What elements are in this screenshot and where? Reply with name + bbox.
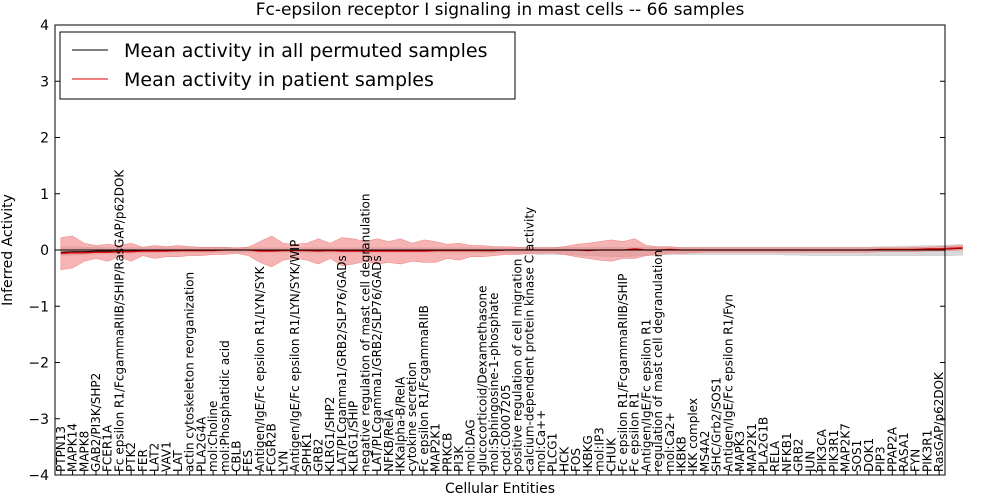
legend-box (59, 31, 516, 100)
x-tick-label: cytokine secretion (405, 362, 419, 472)
x-tick-label: PLCG1 (546, 433, 560, 472)
x-tick-label: actin cytoskeleton reorganization (183, 272, 197, 472)
x-tick-label: MAP2K1 (745, 423, 759, 472)
x-tick-label: GRB2 (311, 438, 325, 472)
x-tick-label: SPHK1 (300, 433, 314, 472)
x-tick-label: PRKCB (440, 433, 454, 472)
x-tick-label: PIK3R1 (920, 430, 934, 472)
y-tick-label: −4 (28, 468, 49, 484)
x-tick-label: MAP2K1 (429, 423, 443, 472)
x-tick-label: CBLB (230, 440, 244, 472)
x-tick-label: FOS (569, 448, 583, 472)
x-tick-label: CHUK (604, 437, 618, 472)
x-tick-label: FCER1A (101, 424, 115, 472)
x-tick-label: PLA2G1B (756, 417, 770, 472)
x-tick-label: PI3K (452, 445, 466, 472)
y-tick-label: 0 (40, 243, 49, 259)
y-tick-label: 4 (40, 18, 49, 34)
x-tick-label: MAP2K7 (838, 423, 852, 472)
x-tick-label: Fc epsilon R1/FcgammaRIIB/SHIP (616, 274, 630, 472)
x-tick-label: SHC/Grb2/SOS1 (710, 377, 724, 472)
x-tick-label: positive regulation of cell migration (511, 259, 525, 472)
x-tick-label: SOS1 (850, 440, 864, 472)
x-tick-label: Antigen/IgE/Fc epsilon R1/LYN/SYK/WIP (288, 240, 302, 472)
x-tick-label: Antigen/IgE/Fc epsilon R1/Fyn (721, 294, 735, 472)
x-tick-label: MAPK14 (66, 423, 80, 472)
x-tick-label: LAT/PLCgamma1/GRB2/SLP76/GADs (370, 255, 384, 472)
x-tick-label: glucocorticoid/Dexamethasone (475, 285, 489, 472)
plot-frame (54, 24, 946, 476)
legend: Mean activity in all permuted samples Me… (59, 31, 516, 100)
x-tick-label: IKKalpha-B/RelA (393, 376, 407, 472)
x-tick-label: RasGAP/p62DOK (932, 371, 946, 472)
x-tick-label: KLRG1/SHIP (347, 401, 361, 472)
x-tick-label: calcium-dependent protein kinase C activ… (522, 207, 536, 472)
x-tick-label: DOK1 (862, 438, 876, 472)
x-tick-label: NFKB1 (780, 432, 794, 472)
x-tick-label: PPAP2A (885, 426, 899, 472)
x-tick-label: PTK2 (124, 442, 138, 472)
x-tick-label: FYN (909, 449, 923, 472)
x-tick-label: JUN (803, 451, 817, 473)
x-tick-label: VAV1 (159, 441, 173, 472)
x-tick-label: RASA1 (897, 432, 911, 472)
x-tick-label: mol:Ca2+ (663, 412, 677, 472)
x-tick-label: FER (136, 449, 150, 472)
x-tick-label: IKK complex (686, 398, 700, 472)
x-tick-label: FCGR2B (265, 423, 279, 472)
x-tick-label: PTPN13 (54, 426, 68, 472)
legend-label-permuted: Mean activity in all permuted samples (124, 40, 487, 62)
x-tick-label: IKBKG (581, 435, 595, 472)
x-tick-label: negative regulation of mast cell degranu… (358, 193, 372, 472)
y-axis-ticks: −4 −3 −2 −1 0 1 2 3 4 (28, 18, 945, 484)
x-tick-label: LYN (276, 451, 290, 472)
x-tick-label: Fc epsilon R1/FcgammaRIIB (417, 305, 431, 472)
x-tick-label: LAT2 (148, 443, 162, 472)
x-tick-label: MAPK8 (77, 431, 91, 472)
x-tick-label: regulation of mast cell degranulation (651, 250, 665, 472)
confidence-band-patient (60, 235, 963, 270)
x-tick-label: Antigen/IgE/Fc epsilon R1/LYN/SYK (253, 265, 267, 472)
x-tick-label: KLRG1/SHP2 (323, 397, 337, 472)
x-tick-label: mol:DAG (464, 419, 478, 472)
x-tick-label: mol:IP3 (593, 427, 607, 472)
x-tick-label: FES (241, 450, 255, 472)
y-tick-label: −3 (28, 412, 49, 428)
y-tick-label: 2 (40, 131, 49, 147)
y-tick-label: 3 (40, 74, 49, 90)
x-tick-label: LAT/PLCgamma1/GRB2/SLP76/GADs (335, 255, 349, 472)
x-tick-label: cpd:C0007205 (499, 384, 513, 472)
x-tick-label: RELA (768, 440, 782, 472)
y-tick-label: −2 (28, 356, 49, 372)
chart-title: Fc-epsilon receptor I signaling in mast … (256, 0, 745, 20)
x-axis-label: Cellular Entities (445, 481, 555, 497)
x-tick-label: PIK3R1 (827, 430, 841, 472)
x-tick-label: MAPK3 (733, 431, 747, 472)
x-tick-label: PIP3 (874, 446, 888, 472)
x-tick-label: MS4A2 (698, 431, 712, 472)
x-tick-label: LAT (171, 450, 185, 472)
x-tick-label: HCK (557, 446, 571, 472)
x-tick-label: PIK3CA (815, 428, 829, 472)
y-axis-label: Inferred Activity (0, 194, 16, 306)
x-tick-label: GAB2/PI3K/SHP2 (89, 373, 103, 472)
x-tick-label: NFKB/RelA (382, 408, 396, 472)
legend-label-patient: Mean activity in patient samples (124, 69, 434, 91)
y-tick-label: −1 (28, 299, 49, 315)
x-axis-ticks: PTPN13MAPK14MAPK8GAB2/PI3K/SHP2FCER1AFc … (54, 169, 946, 475)
x-tick-label: mol:Sphingosine-1-phosphate (487, 293, 501, 473)
x-tick-label: GRB2 (792, 438, 806, 472)
x-tick-label: PLA2G4A (194, 416, 208, 472)
x-tick-label: IKBKB (675, 436, 689, 472)
x-tick-label: Fc epsilon R1 (628, 392, 642, 472)
y-tick-label: 1 (40, 187, 49, 203)
x-tick-label: mol:Phosphatidic acid (218, 340, 232, 472)
x-tick-label: mol:Ca++ (534, 410, 548, 472)
x-tick-label: Antigen/IgE/Fc epsilon R1 (639, 319, 653, 472)
x-tick-label: mol:Choline (206, 401, 220, 472)
x-tick-label: Fc epsilon R1/FcgammaRIIB/SHIP/RasGAP/p6… (112, 169, 126, 472)
